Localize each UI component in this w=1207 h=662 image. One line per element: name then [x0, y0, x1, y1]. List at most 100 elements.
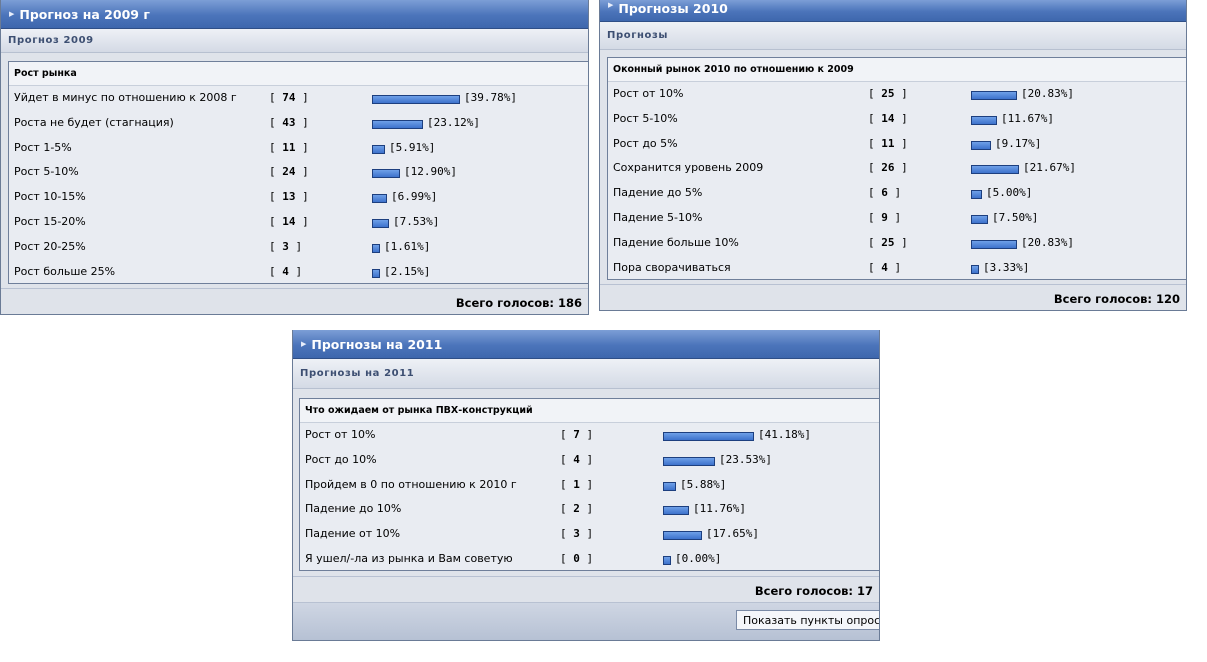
show-poll-options-button[interactable]: Показать пункты опрос [736, 610, 879, 630]
poll-option-row: Рост больше 25% [ 4 ] [2.15%] [9, 260, 588, 285]
poll-2011: ▶ Прогнозы на 2011 Прогнозы на 2011 Что … [292, 330, 880, 641]
triangle-right-icon: ▶ [301, 340, 307, 348]
poll-option-bar [663, 432, 754, 441]
poll-option-percent: [3.33%] [983, 260, 1030, 274]
poll-option-row: Рост 20-25% [ 3 ] [1.61%] [9, 235, 588, 260]
poll-option-label: Роста не будет (стагнация) [14, 115, 174, 129]
poll-option-bar [663, 555, 671, 565]
divider [293, 602, 879, 603]
poll-option-row: Рост 10-15% [ 13 ] [6.99%] [9, 185, 588, 210]
poll-option-percent: [5.00%] [986, 186, 1033, 200]
total-votes: Всего голосов: 120 [1053, 292, 1180, 306]
poll-option-label: Падение 5-10% [613, 210, 703, 224]
poll-option-label: Уйдет в минус по отношению к 2008 г [14, 91, 237, 104]
poll-option-row: Рост от 10% [ 25 ] [20.83%] [608, 82, 1186, 107]
poll-option-label: Рост от 10% [613, 87, 684, 100]
poll-header[interactable]: ▶ Прогнозы 2010 [600, 0, 1186, 22]
poll-header-title: Прогноз на 2009 г [19, 6, 150, 22]
poll-option-label: Падение больше 10% [613, 235, 739, 249]
poll-option-row: Рост до 5% [ 11 ] [9.17%] [608, 132, 1186, 157]
poll-option-percent: [7.53%] [393, 214, 440, 228]
poll-option-label: Падение от 10% [305, 527, 401, 541]
poll-option-percent: [20.83%] [1021, 87, 1074, 100]
poll-option-label: Падение до 10% [305, 502, 402, 516]
poll-option-bar [663, 531, 702, 541]
poll-option-percent: [11.67%] [1001, 111, 1054, 125]
poll-option-votes: [ 4 ] [560, 452, 594, 466]
poll-header[interactable]: ▶ Прогноз на 2009 г [1, 0, 588, 29]
poll-option-percent: [20.83%] [1021, 235, 1074, 249]
poll-option-percent: [5.88%] [680, 477, 727, 491]
poll-option-percent: [23.12%] [427, 115, 480, 129]
poll-option-votes: [ 0 ] [560, 551, 594, 565]
poll-option-label: Рост 1-5% [14, 140, 72, 154]
poll-option-bar [971, 140, 991, 150]
poll-options: Уйдет в минус по отношению к 2008 г [ 74 … [9, 86, 588, 284]
poll-option-percent: [7.50%] [992, 210, 1039, 224]
poll-option-votes: [ 3 ] [269, 239, 303, 253]
poll-option-bar [372, 169, 400, 179]
triangle-right-icon: ▶ [9, 10, 15, 18]
poll-option-bar [372, 218, 389, 228]
poll-option-row: Рост 1-5% [ 11 ] [5.91%] [9, 136, 588, 161]
poll-option-row: Пора сворачиваться [ 4 ] [3.33%] [608, 256, 1186, 281]
poll-option-percent: [41.18%] [758, 428, 811, 441]
poll-question-panel: Оконный рынок 2010 по отношению к 2009 Р… [607, 57, 1186, 281]
poll-option-row: Рост до 10% [ 4 ] [23.53%] [300, 448, 879, 473]
poll-option-percent: [2.15%] [384, 264, 431, 278]
poll-option-bar [372, 144, 385, 154]
poll-option-bar [372, 268, 380, 278]
poll-option-bar [971, 190, 982, 200]
poll-option-label: Рост 5-10% [613, 111, 678, 125]
poll-option-votes: [ 14 ] [269, 214, 309, 228]
total-votes: Всего голосов: 17 [754, 584, 873, 598]
poll-option-votes: [ 4 ] [868, 260, 902, 274]
poll-option-label: Рост 15-20% [14, 214, 86, 228]
total-votes: Всего голосов: 186 [455, 296, 582, 310]
poll-option-label: Рост от 10% [305, 428, 376, 441]
poll-option-bar [372, 95, 460, 104]
poll-option-votes: [ 25 ] [868, 87, 908, 100]
poll-option-percent: [0.00%] [675, 551, 722, 565]
poll-option-percent: [6.99%] [391, 190, 438, 204]
poll-option-bar [372, 243, 380, 253]
divider [1, 288, 588, 289]
poll-options: Рост от 10% [ 7 ] [41.18%] Рост до 10% [ 4 ]… [300, 423, 879, 572]
poll-option-label: Рост 20-25% [14, 239, 86, 253]
poll-option-row: Падение от 10% [ 3 ] [17.65%] [300, 522, 879, 547]
poll-option-row: Падение 5-10% [ 9 ] [7.50%] [608, 206, 1186, 231]
poll-option-votes: [ 2 ] [560, 502, 594, 516]
poll-option-percent: [1.61%] [384, 239, 431, 253]
poll-option-row: Сохранится уровень 2009 [ 26 ] [21.67%] [608, 156, 1186, 181]
poll-option-votes: [ 43 ] [269, 115, 309, 129]
poll-option-bar [971, 115, 997, 125]
poll-option-votes: [ 7 ] [560, 428, 594, 441]
poll-option-label: Рост 10-15% [14, 190, 86, 204]
poll-option-votes: [ 6 ] [868, 186, 902, 200]
poll-option-label: Пройдем в 0 по отношению к 2010 г [305, 477, 517, 491]
poll-2009: ▶ Прогноз на 2009 г Прогноз 2009 Рост ры… [0, 0, 589, 315]
triangle-right-icon: ▶ [608, 1, 614, 9]
poll-option-row: Роста не будет (стагнация) [ 43 ] [23.12%] [9, 111, 588, 136]
poll-options: Рост от 10% [ 25 ] [20.83%] Рост 5-10% [ 14 … [608, 82, 1186, 281]
poll-option-votes: [ 11 ] [269, 140, 309, 154]
poll-option-label: Рост до 10% [305, 452, 377, 466]
poll-subheader: Прогноз 2009 [1, 29, 588, 53]
poll-question: Рост рынка [9, 62, 588, 86]
divider [600, 284, 1186, 285]
poll-question: Что ожидаем от рынка ПВХ-конструкций [300, 399, 879, 423]
poll-question: Оконный рынок 2010 по отношению к 2009 [608, 58, 1186, 82]
poll-option-percent: [9.17%] [995, 136, 1042, 150]
poll-option-bar [971, 165, 1019, 175]
poll-option-bar [372, 194, 387, 204]
poll-option-row: Рост 15-20% [ 14 ] [7.53%] [9, 210, 588, 235]
poll-option-bar [663, 456, 715, 466]
poll-option-label: Сохранится уровень 2009 [613, 161, 764, 175]
poll-option-percent: [11.76%] [693, 502, 746, 516]
poll-option-row: Рост от 10% [ 7 ] [41.18%] [300, 423, 879, 448]
poll-header-title: Прогнозы 2010 [618, 1, 728, 16]
poll-option-row: Рост 5-10% [ 24 ] [12.90%] [9, 160, 588, 185]
poll-option-label: Я ушел/-ла из рынка и Вам советую [305, 551, 513, 565]
poll-option-row: Падение до 5% [ 6 ] [5.00%] [608, 181, 1186, 206]
poll-header[interactable]: ▶ Прогнозы на 2011 [293, 330, 879, 359]
